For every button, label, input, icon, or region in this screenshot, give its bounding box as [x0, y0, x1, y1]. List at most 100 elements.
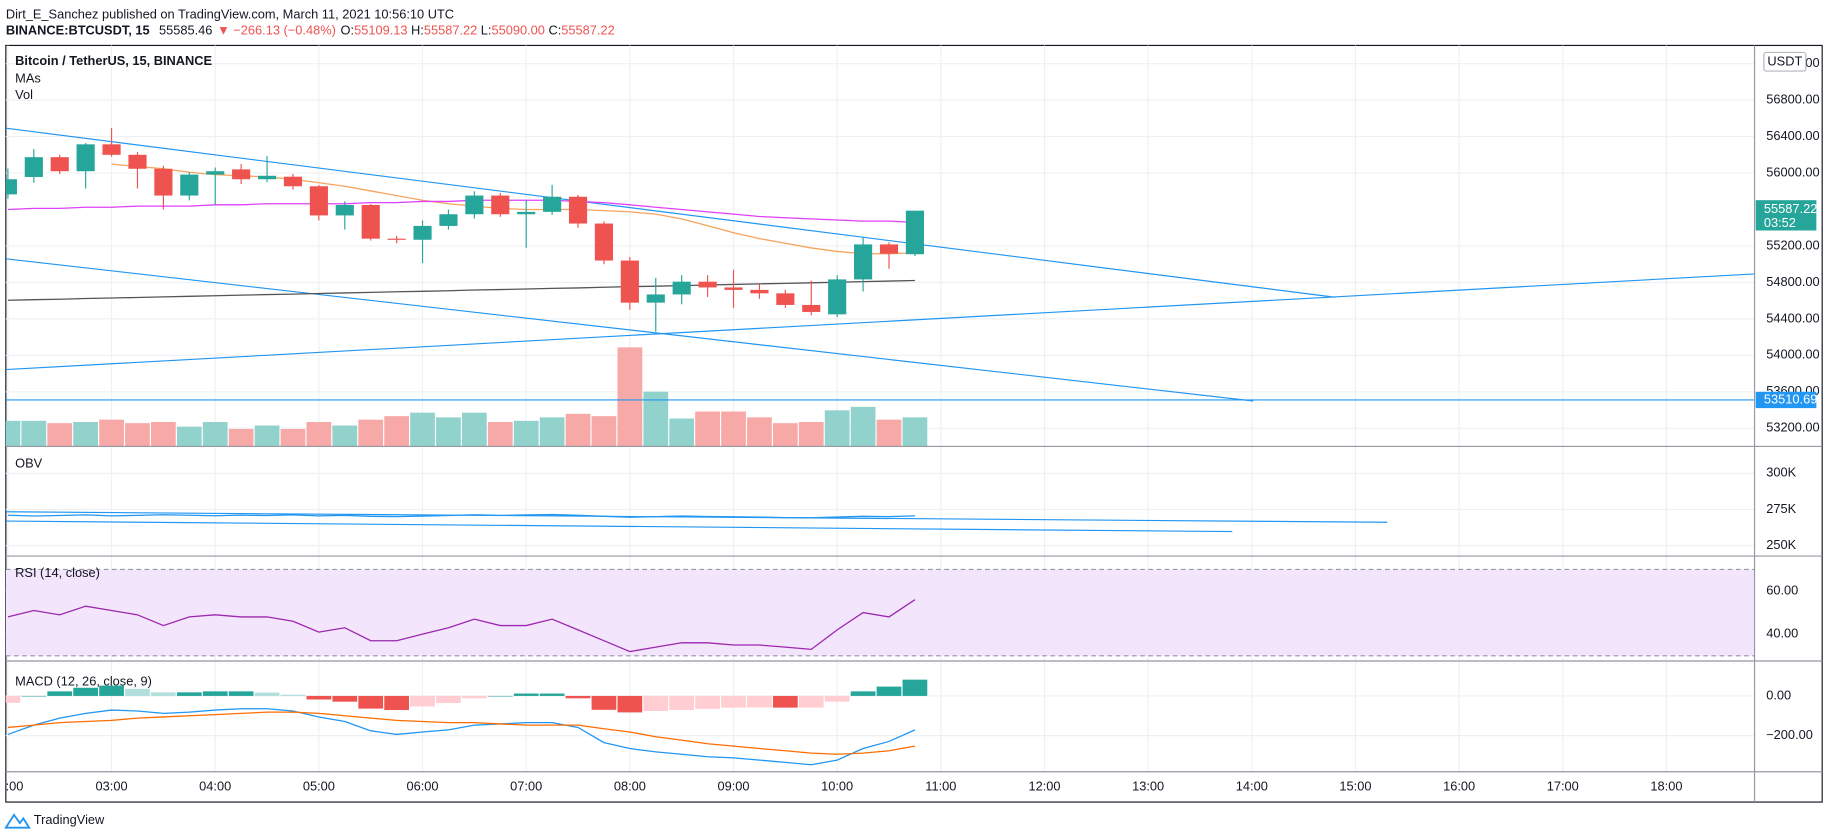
symbol: BINANCE:BTCUSDT, 15: [6, 23, 150, 38]
obv-title: OBV: [15, 455, 43, 470]
volume-bar: [591, 416, 617, 447]
macd-histogram-bar: [332, 695, 358, 702]
volume-bar: [410, 412, 435, 447]
macd-histogram-bar: [747, 695, 772, 708]
macd-histogram-bar: [306, 695, 332, 700]
macd-histogram-bar: [125, 688, 150, 696]
volume-bar: [151, 421, 176, 447]
volume-bar: [539, 417, 565, 447]
macd-histogram-bar: [410, 695, 435, 707]
candle-body: [439, 214, 458, 226]
macd-histogram-bar: [850, 691, 876, 696]
candle-body: [413, 225, 432, 240]
candle-body: [361, 204, 380, 239]
candle-body: [776, 293, 795, 305]
rsi-line: [7, 599, 916, 653]
volume-bar: [99, 419, 124, 447]
trend-line: [5, 520, 1233, 533]
hline-label: 53510.69: [1764, 391, 1817, 406]
macd-histogram-bar: [591, 695, 617, 710]
macd-histogram-bar: [824, 695, 850, 702]
volume-bar: [461, 412, 487, 447]
candle-body: [854, 244, 873, 280]
volume-bar: [125, 423, 150, 447]
footer-logo: TradingView: [4, 812, 105, 829]
macd-histogram-bar: [617, 695, 643, 713]
macd-histogram-bar: [798, 695, 824, 708]
candle-body: [180, 174, 199, 196]
x-tick-label: 12:00: [1028, 778, 1060, 793]
candle-body: [206, 171, 225, 175]
y-tick-label: 54400.00: [1766, 310, 1819, 325]
ohlc-label: L:: [481, 23, 492, 38]
candle-body: [672, 281, 691, 295]
macd-histogram-bar: [513, 693, 539, 696]
x-tick-label: 16:00: [1443, 778, 1475, 793]
macd-histogram-bar: [695, 695, 720, 709]
hline-tag: [1755, 391, 1817, 409]
candle-body: [24, 157, 43, 177]
candle-body: [50, 157, 69, 172]
volume-bar: [721, 411, 746, 447]
y-tick-label: 300K: [1766, 465, 1796, 480]
currency-badge[interactable]: [1763, 51, 1807, 72]
y-tick-label: 0.00: [1766, 687, 1791, 702]
volume-bar: [747, 417, 772, 447]
candle-body: [465, 195, 484, 215]
candle-body: [802, 304, 821, 312]
macd-histogram-bar: [202, 691, 228, 696]
x-tick-label: 14:00: [1236, 778, 1268, 793]
y-tick-label: 60.00: [1766, 582, 1798, 597]
volume-bar: [695, 411, 720, 447]
candle-body: [646, 294, 665, 303]
x-tick-label: 07:00: [510, 778, 542, 793]
candle-body: [620, 260, 639, 303]
x-tick-label: 15:00: [1339, 778, 1371, 793]
macd-histogram-bar: [876, 686, 902, 696]
x-tick-label: 13:00: [1132, 778, 1164, 793]
macd-histogram-bar: [461, 695, 487, 699]
trend-line: [5, 127, 1335, 298]
y-tick-label: 56800.00: [1766, 92, 1819, 107]
volume-bar: [332, 425, 358, 447]
candle-body: [905, 210, 924, 255]
candle-body: [128, 154, 147, 169]
candle-body: [335, 204, 354, 216]
volume-bar: [228, 428, 254, 447]
macd-histogram-bar: [280, 694, 306, 696]
macd-title: MACD (12, 26, close, 9): [15, 673, 152, 688]
x-tick-label: 06:00: [406, 778, 438, 793]
y-tick-label: 56000.00: [1766, 164, 1819, 179]
x-tick-label: :00: [6, 778, 24, 793]
candle-body: [543, 196, 562, 212]
candle-body: [102, 144, 121, 155]
candle-body: [879, 244, 899, 254]
x-tick-label: 05:00: [303, 778, 335, 793]
candle-body: [5, 179, 17, 195]
y-tick-label: 54000.00: [1766, 347, 1819, 362]
y-tick-label: 55200.00: [1766, 237, 1819, 252]
volume-bar: [384, 416, 409, 447]
y-tick-label: 53200.00: [1766, 420, 1819, 435]
countdown: 03:52: [1764, 215, 1796, 230]
last-price: 55587.22: [1764, 201, 1817, 216]
candle-body: [232, 169, 251, 180]
logo-icon: [4, 813, 31, 829]
volume-bar: [643, 391, 669, 447]
volume-bar: [772, 423, 798, 447]
volume-bar: [850, 406, 876, 447]
indicator-back: [5, 568, 1755, 657]
x-tick-label: 04:00: [199, 778, 231, 793]
ohlc-value: 55109.13: [354, 23, 407, 38]
last-price: 55585.46: [159, 23, 212, 38]
trend-line: [5, 258, 1254, 402]
candle-body: [828, 279, 847, 315]
candle-body: [283, 176, 303, 187]
trend-line: [5, 273, 1755, 371]
trend-line: [5, 511, 1388, 523]
candle-body: [517, 211, 536, 215]
x-tick-label: 09:00: [717, 778, 749, 793]
symbol-line: BINANCE:BTCUSDT, 15 55585.46 ▼ −266.13 (−0…: [6, 23, 615, 38]
brand: TradingView: [34, 812, 105, 827]
volume-bar: [669, 418, 695, 447]
